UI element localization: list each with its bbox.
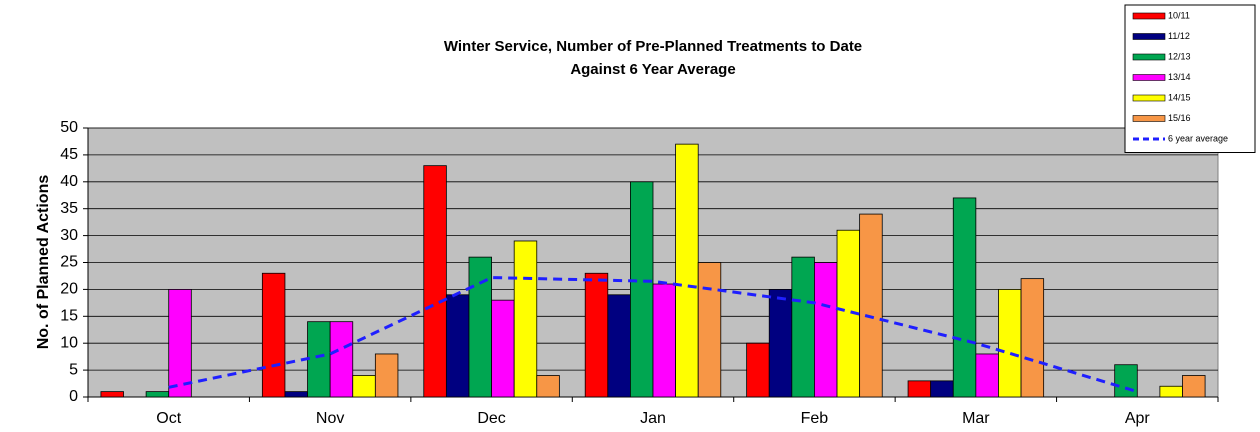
bar: [907, 380, 932, 398]
legend-swatch: [1132, 94, 1166, 102]
bar: [1159, 385, 1183, 398]
bar: [513, 240, 538, 398]
bar: [261, 272, 286, 398]
bar: [675, 143, 699, 398]
bar: [536, 375, 560, 398]
bar: [791, 256, 815, 398]
chart-title: Against 6 Year Average: [570, 61, 735, 78]
bar: [952, 197, 977, 398]
bar: [630, 181, 654, 398]
y-tick-label: 50: [60, 119, 78, 136]
x-tick-label: Oct: [156, 410, 181, 427]
x-tick-label: Dec: [477, 410, 505, 427]
x-tick-label: Apr: [1125, 410, 1151, 427]
x-tick-label: Feb: [801, 410, 829, 427]
bar: [768, 288, 793, 398]
bar: [284, 391, 308, 398]
bar: [975, 353, 999, 398]
y-tick-label: 30: [60, 227, 78, 244]
bar: [859, 213, 883, 398]
y-tick-label: 5: [69, 361, 78, 378]
bar: [697, 262, 722, 398]
legend-label: 11/12: [1168, 31, 1190, 41]
chart-title: Winter Service, Number of Pre-Planned Tr…: [444, 38, 862, 55]
bar: [652, 283, 677, 398]
bar: [307, 321, 331, 398]
bar: [930, 380, 954, 398]
x-tick-label: Mar: [962, 410, 990, 427]
x-tick-label: Jan: [640, 410, 666, 427]
legend-label: 12/13: [1168, 51, 1191, 61]
y-tick-label: 35: [60, 200, 78, 217]
bar: [468, 256, 492, 398]
bar: [352, 375, 376, 398]
bar: [100, 391, 124, 398]
y-axis-label: No. of Planned Actions: [35, 175, 52, 350]
y-tick-label: 10: [60, 334, 78, 351]
bar: [814, 262, 838, 398]
legend-label: 14/15: [1168, 92, 1191, 102]
bar: [998, 288, 1022, 398]
bar: [491, 299, 515, 398]
legend-label: 13/14: [1168, 72, 1191, 82]
legend-swatch: [1132, 12, 1166, 20]
legend-swatch: [1132, 115, 1166, 122]
legend-label: 10/11: [1168, 10, 1190, 20]
legend-label: 6 year average: [1168, 133, 1228, 143]
bar: [1182, 375, 1206, 398]
bar: [168, 288, 192, 398]
bar: [1020, 278, 1045, 398]
legend-label: 15/16: [1168, 113, 1191, 123]
bar: [746, 342, 770, 398]
bar: [1114, 364, 1138, 398]
bar: [145, 391, 170, 398]
bar: [584, 272, 609, 398]
bar: [423, 165, 447, 398]
x-tick-label: Nov: [316, 410, 344, 427]
bar: [329, 321, 354, 398]
bar: [374, 353, 399, 398]
bar: [445, 294, 470, 398]
y-tick-label: 40: [60, 173, 78, 190]
y-tick-label: 20: [60, 281, 78, 298]
legend-swatch: [1132, 33, 1166, 40]
y-tick-label: 25: [60, 254, 78, 271]
y-tick-label: 0: [69, 388, 78, 405]
bar: [607, 294, 631, 398]
legend-swatch: [1132, 53, 1166, 61]
y-tick-label: 45: [60, 146, 78, 163]
y-tick-label: 15: [60, 308, 78, 325]
legend-swatch: [1132, 74, 1166, 81]
